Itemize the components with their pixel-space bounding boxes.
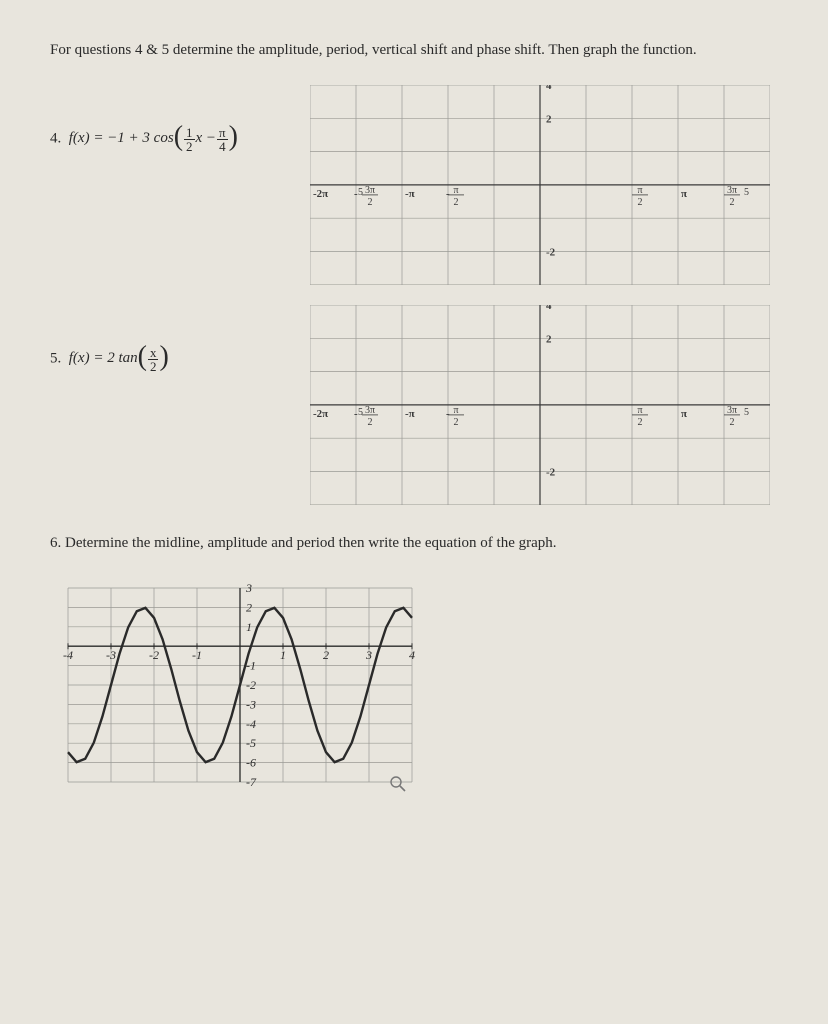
svg-text:2: 2	[546, 333, 552, 345]
svg-text:2: 2	[368, 197, 373, 208]
question-6: 6. Determine the midline, amplitude and …	[50, 535, 778, 800]
svg-text:-5: -5	[246, 736, 256, 750]
svg-text:5: 5	[358, 187, 363, 198]
svg-text:-π: -π	[405, 408, 415, 420]
question-5: 5. f(x) = 2 tan(x2) 42-2-2π-53π2-π-π2π2π…	[50, 305, 778, 505]
svg-text:-2: -2	[546, 467, 556, 479]
svg-text:-3: -3	[246, 697, 256, 711]
question-4: 4. f(x) = −1 + 3 cos(12x −π4) 42-2-2π-53…	[50, 85, 778, 285]
svg-text:-2: -2	[246, 678, 256, 692]
svg-text:π: π	[453, 185, 458, 196]
svg-text:2: 2	[638, 197, 643, 208]
svg-text:2: 2	[246, 600, 252, 614]
q6-graph: -4-3-2-11234321-1-2-3-4-5-6-7	[50, 570, 430, 800]
svg-text:-2π: -2π	[313, 408, 328, 420]
q4-grid: 42-2-2π-53π2-π-π2π2π3π252π	[310, 85, 770, 285]
svg-text:-1: -1	[192, 648, 202, 662]
svg-text:-2π: -2π	[313, 188, 328, 200]
svg-text:5: 5	[358, 407, 363, 418]
svg-text:5: 5	[744, 407, 749, 418]
svg-text:3π: 3π	[727, 405, 737, 416]
q4-lhs: f(x) = −1 + 3 cos	[69, 130, 174, 146]
q5-grid: 42-2-2π-53π2-π-π2π2π3π252π	[310, 305, 770, 505]
svg-text:4: 4	[546, 305, 552, 312]
svg-text:π: π	[681, 188, 687, 200]
svg-text:π: π	[681, 408, 687, 420]
svg-text:2: 2	[323, 648, 329, 662]
svg-text:2: 2	[546, 113, 552, 125]
svg-text:3π: 3π	[365, 185, 375, 196]
svg-text:1: 1	[280, 648, 286, 662]
svg-text:-7: -7	[246, 775, 257, 789]
svg-text:-6: -6	[246, 756, 256, 770]
q5-lhs: f(x) = 2 tan	[69, 350, 138, 366]
svg-text:-: -	[446, 408, 450, 420]
svg-text:3: 3	[365, 648, 372, 662]
svg-text:π: π	[637, 185, 642, 196]
q4-number: 4.	[50, 130, 61, 146]
svg-text:4: 4	[546, 85, 552, 92]
svg-text:π: π	[453, 405, 458, 416]
svg-text:3π: 3π	[365, 405, 375, 416]
svg-text:-4: -4	[63, 648, 73, 662]
q6-text: 6. Determine the midline, amplitude and …	[50, 535, 778, 552]
instructions-text: For questions 4 & 5 determine the amplit…	[50, 40, 778, 61]
svg-text:2: 2	[730, 417, 735, 428]
svg-text:-: -	[446, 188, 450, 200]
svg-text:3π: 3π	[727, 185, 737, 196]
svg-text:2: 2	[730, 197, 735, 208]
svg-text:-3: -3	[106, 648, 116, 662]
svg-text:-2: -2	[149, 648, 159, 662]
svg-text:-4: -4	[246, 717, 256, 731]
q5-number: 5.	[50, 350, 61, 366]
svg-text:5: 5	[744, 187, 749, 198]
svg-text:1: 1	[246, 620, 252, 634]
svg-text:2: 2	[368, 417, 373, 428]
svg-text:-2: -2	[546, 247, 556, 259]
svg-text:-π: -π	[405, 188, 415, 200]
svg-text:2: 2	[638, 417, 643, 428]
svg-text:π: π	[637, 405, 642, 416]
svg-text:2: 2	[454, 417, 459, 428]
svg-text:2: 2	[454, 197, 459, 208]
svg-text:4: 4	[409, 648, 415, 662]
svg-text:3: 3	[245, 581, 252, 595]
q4-equation: 4. f(x) = −1 + 3 cos(12x −π4)	[50, 85, 310, 153]
q5-equation: 5. f(x) = 2 tan(x2)	[50, 305, 310, 373]
